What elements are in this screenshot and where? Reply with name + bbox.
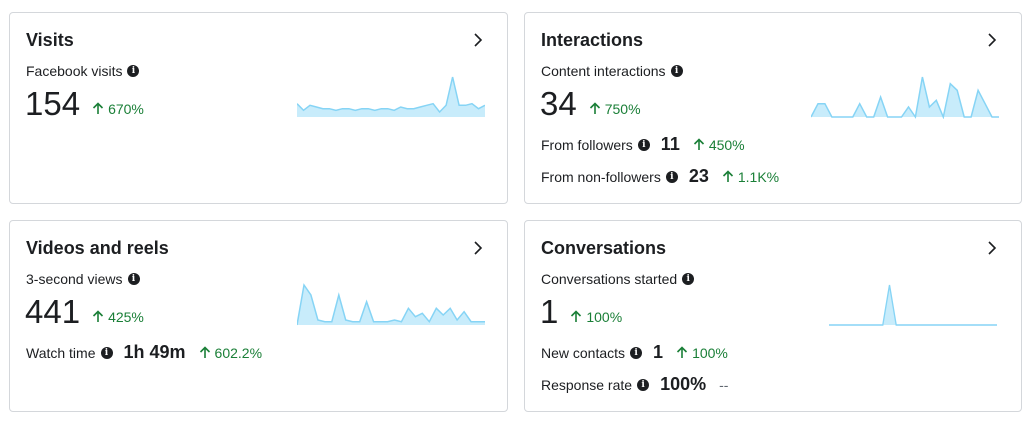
sub-metric-label: Response rate [541,376,633,393]
sub-metric-value: 23 [688,166,709,186]
arrow-up-icon [199,346,210,358]
sub-metric-delta: 1.1K% [722,169,779,185]
metric-label: 3-second views i [26,271,140,287]
sub-metric-row: Response rate i 100% -- [541,374,728,395]
info-icon[interactable]: i [665,170,678,183]
delta-text: 750% [604,100,641,117]
sub-metric-value: 1 [653,342,664,362]
sub-metric-value: 11 [660,134,680,154]
arrow-up-icon [589,102,600,114]
sparkline-line [811,76,999,119]
sub-metric-row: From non-followers i 23 1.1K% [541,166,779,187]
arrow-up-icon [571,310,582,322]
metric-value-row: 34 750% [540,85,641,123]
arrow-up-icon [92,102,104,114]
metric-delta: 425% [92,309,144,325]
delta-text: 670% [108,100,144,117]
card-title: Videos and reels [26,238,169,258]
conversations-sparkline [829,284,997,326]
metric-label-text: Content interactions [541,63,666,79]
videos-card[interactable]: Videos and reels 3-second views i 441 42… [9,220,508,412]
metric-label: Facebook visits i [26,63,140,79]
sparkline-line [829,284,997,326]
info-icon[interactable]: i [127,65,140,77]
metric-delta: 100% [570,309,622,325]
card-title: Interactions [541,30,644,50]
info-icon[interactable]: i [637,138,650,151]
card-title: Conversations [541,238,667,258]
sub-metric-delta: 100% [676,345,728,361]
sub-metric-row: Watch time i 1h 49m 602.2% [26,342,262,363]
metric-delta: 670% [92,101,144,117]
sub-metric-delta: 450% [693,137,745,153]
card-title: Visits [26,30,74,50]
arrow-up-icon [722,170,733,182]
delta-text: 1.1K% [737,168,780,185]
metric-value-row: 441 425% [25,293,144,331]
arrow-up-icon [693,138,704,150]
metric-label: Content interactions i [541,63,683,79]
delta-text: 100% [692,344,728,361]
sub-metric-label: From non-followers [541,168,661,185]
chevron-right-icon[interactable] [983,239,1001,257]
delta-text: 100% [586,308,623,325]
sparkline-area [297,77,485,117]
info-icon[interactable]: i [670,65,683,77]
metric-label-text: 3-second views [26,271,123,287]
sparkline-line [297,283,485,326]
metric-value: 154 [25,85,81,122]
info-icon[interactable]: i [637,378,650,391]
delta-text: 425% [108,308,144,325]
arrow-up-icon [676,346,688,358]
sparkline-line [297,76,485,114]
sub-metric-value: 100% [660,374,707,394]
delta-text: 602.2% [214,344,263,361]
chevron-right-icon[interactable] [983,31,1001,49]
sub-metric-value: 1h 49m [123,342,186,362]
metric-value-row: 1 100% [540,293,622,331]
sub-metric-label: From followers [541,136,633,153]
sub-metric-label: Watch time [26,344,96,361]
metric-delta: 750% [589,101,641,117]
delta-text: 450% [708,136,745,153]
metric-label: Conversations started i [541,271,695,287]
sub-metric-row: New contacts i 1 100% [541,342,728,363]
info-icon[interactable]: i [682,273,695,285]
chevron-right-icon[interactable] [469,31,487,49]
arrow-up-icon [92,310,104,322]
videos-sparkline [297,283,485,326]
metric-value: 1 [540,293,559,330]
metric-value: 441 [25,293,81,330]
info-icon[interactable]: i [630,346,643,359]
chevron-right-icon[interactable] [469,239,487,257]
metric-value-row: 154 670% [25,85,144,123]
metric-label-text: Facebook visits [26,63,123,79]
sub-metric-row: From followers i 11 450% [541,134,745,155]
metric-value: 34 [540,85,577,122]
conversations-card[interactable]: Conversations Conversations started i 1 … [524,220,1022,412]
metric-label-text: Conversations started [541,271,678,287]
sub-metric-delta: 602.2% [199,345,262,361]
sparkline-area [829,285,997,325]
info-icon[interactable]: i [127,273,140,285]
visits-card[interactable]: Visits Facebook visits i 154 670% [9,12,508,204]
sub-metric-no-data: -- [719,376,729,393]
interactions-card[interactable]: Interactions Content interactions i 34 7… [524,12,1022,204]
visits-sparkline [297,76,485,117]
interactions-sparkline [811,76,999,119]
info-icon[interactable]: i [100,346,113,359]
sub-metric-label: New contacts [541,344,626,361]
